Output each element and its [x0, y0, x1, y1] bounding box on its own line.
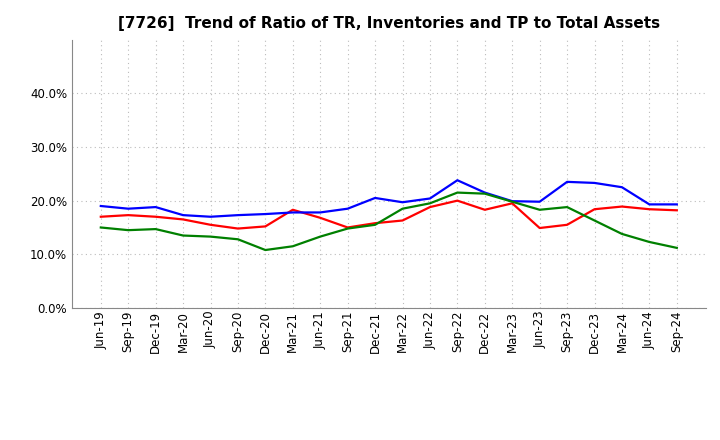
Trade Payables — [672, 245, 681, 250]
Inventories — [261, 211, 270, 216]
Trade Receivables — [343, 225, 352, 230]
Trade Payables — [453, 190, 462, 195]
Trade Receivables — [233, 226, 242, 231]
Trade Receivables — [672, 208, 681, 213]
Inventories — [508, 198, 516, 204]
Inventories — [96, 203, 105, 209]
Inventories — [426, 196, 434, 201]
Trade Payables — [508, 199, 516, 204]
Inventories — [590, 180, 599, 186]
Inventories — [179, 213, 187, 218]
Trade Receivables — [96, 214, 105, 220]
Trade Payables — [645, 239, 654, 245]
Inventories — [124, 206, 132, 211]
Trade Payables — [618, 231, 626, 237]
Trade Receivables — [206, 222, 215, 227]
Inventories — [398, 200, 407, 205]
Inventories — [233, 213, 242, 218]
Trade Payables — [261, 247, 270, 253]
Trade Receivables — [179, 217, 187, 222]
Trade Payables — [233, 237, 242, 242]
Inventories — [151, 205, 160, 210]
Inventories — [371, 195, 379, 201]
Inventories — [536, 199, 544, 204]
Trade Payables — [536, 207, 544, 213]
Trade Payables — [289, 244, 297, 249]
Trade Receivables — [289, 207, 297, 213]
Trade Receivables — [124, 213, 132, 218]
Trade Receivables — [398, 218, 407, 223]
Trade Payables — [316, 234, 325, 239]
Trade Payables — [124, 227, 132, 233]
Trade Receivables — [151, 214, 160, 220]
Trade Payables — [179, 233, 187, 238]
Title: [7726]  Trend of Ratio of TR, Inventories and TP to Total Assets: [7726] Trend of Ratio of TR, Inventories… — [118, 16, 660, 32]
Trade Receivables — [536, 225, 544, 231]
Line: Trade Payables: Trade Payables — [101, 193, 677, 250]
Trade Receivables — [645, 207, 654, 212]
Trade Payables — [563, 205, 572, 210]
Trade Receivables — [426, 205, 434, 210]
Trade Receivables — [453, 198, 462, 203]
Trade Payables — [371, 222, 379, 227]
Trade Payables — [343, 226, 352, 231]
Trade Payables — [398, 206, 407, 211]
Line: Inventories: Inventories — [101, 180, 677, 217]
Inventories — [289, 210, 297, 215]
Trade Receivables — [261, 224, 270, 229]
Trade Payables — [206, 234, 215, 239]
Trade Receivables — [563, 222, 572, 227]
Trade Receivables — [618, 204, 626, 209]
Inventories — [480, 190, 489, 195]
Trade Receivables — [316, 215, 325, 220]
Inventories — [206, 214, 215, 220]
Inventories — [453, 178, 462, 183]
Inventories — [672, 202, 681, 207]
Inventories — [316, 210, 325, 215]
Trade Payables — [590, 218, 599, 223]
Trade Receivables — [480, 207, 489, 213]
Trade Payables — [426, 201, 434, 206]
Inventories — [563, 179, 572, 184]
Trade Payables — [480, 191, 489, 196]
Trade Payables — [151, 227, 160, 232]
Trade Receivables — [590, 207, 599, 212]
Inventories — [645, 202, 654, 207]
Inventories — [343, 206, 352, 211]
Trade Receivables — [508, 201, 516, 206]
Trade Payables — [96, 225, 105, 230]
Inventories — [618, 185, 626, 190]
Trade Receivables — [371, 220, 379, 226]
Line: Trade Receivables: Trade Receivables — [101, 201, 677, 228]
